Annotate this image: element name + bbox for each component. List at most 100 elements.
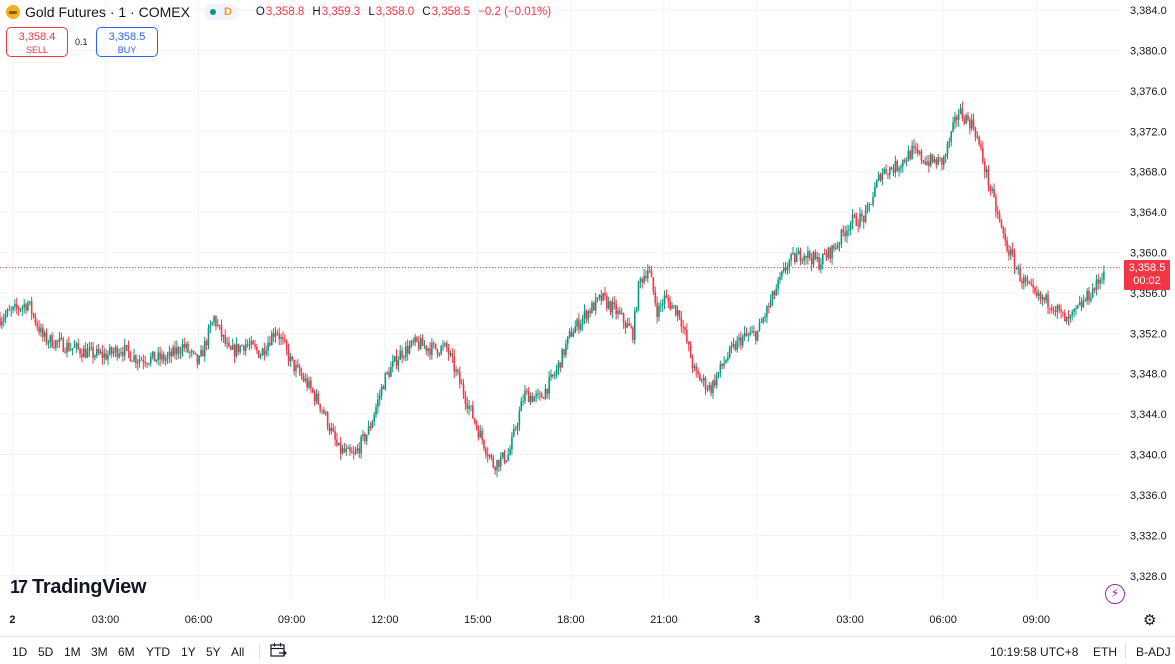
candle-body xyxy=(434,343,437,349)
candle-body xyxy=(970,119,973,129)
candle-body xyxy=(676,310,679,316)
adjustment-toggle[interactable]: B-ADJ xyxy=(1136,645,1171,659)
candle-body xyxy=(604,292,606,296)
range-3m[interactable]: 3M xyxy=(91,645,108,659)
range-ytd[interactable]: YTD xyxy=(146,645,170,659)
x-tick-label: 09:00 xyxy=(1022,614,1050,626)
candle-body xyxy=(935,159,938,165)
candle-body xyxy=(775,288,778,296)
candle-body xyxy=(200,350,202,357)
candle-body xyxy=(1063,312,1066,322)
candle-body xyxy=(1023,277,1025,284)
candle-body xyxy=(265,350,267,355)
session-toggle[interactable]: ETH xyxy=(1093,645,1117,659)
candle-body xyxy=(176,347,178,355)
candle-body xyxy=(211,322,214,326)
candle-body xyxy=(341,448,344,454)
candle-body xyxy=(161,354,163,360)
candle-body xyxy=(658,306,660,317)
gear-icon[interactable]: ⚙ xyxy=(1143,612,1157,629)
candle-body xyxy=(1056,305,1059,312)
candle-body xyxy=(460,383,463,385)
candle-body xyxy=(455,369,457,372)
candle-body xyxy=(114,347,117,352)
candle-body xyxy=(209,325,212,329)
candle-body xyxy=(555,369,558,376)
x-tick-label: 12:00 xyxy=(371,614,399,626)
candle-body xyxy=(1099,279,1101,284)
candle-body xyxy=(915,147,917,150)
candle-body xyxy=(179,353,182,354)
candle-body xyxy=(205,341,208,346)
candle-body xyxy=(1075,308,1077,309)
tradingview-logo[interactable]: 17 TradingView xyxy=(10,576,146,599)
candle-body xyxy=(94,355,96,358)
candle-body xyxy=(823,253,826,255)
candle-body xyxy=(138,359,141,363)
candle-body xyxy=(1013,254,1016,270)
range-1d[interactable]: 1D xyxy=(12,645,28,659)
close-value: 3,358.5 xyxy=(431,6,470,18)
range-1y[interactable]: 1Y xyxy=(181,645,196,659)
candle-body xyxy=(537,393,539,395)
candle-body xyxy=(1069,314,1072,319)
candle-body xyxy=(354,450,357,454)
candle-body xyxy=(304,378,307,381)
candle-body xyxy=(805,255,807,258)
candle-body xyxy=(689,344,692,359)
range-5d[interactable]: 5D xyxy=(38,645,54,659)
market-status[interactable]: D xyxy=(203,4,238,20)
candle-body xyxy=(280,337,282,339)
candle-body xyxy=(222,335,225,337)
candle-body xyxy=(607,301,610,309)
candle-body xyxy=(835,248,837,250)
candle-body xyxy=(32,313,35,316)
candle-body xyxy=(671,305,673,309)
candle-body xyxy=(243,345,245,351)
range-5y[interactable]: 5Y xyxy=(206,645,221,659)
candle-body xyxy=(23,304,25,308)
candle-body xyxy=(531,395,534,402)
candle-body xyxy=(617,310,619,315)
candle-body xyxy=(488,455,491,457)
high-value: 3,359.3 xyxy=(321,6,361,18)
buy-button[interactable]: 3,358.5 BUY xyxy=(96,27,158,57)
candle-body xyxy=(244,344,247,351)
candle-body xyxy=(942,156,945,165)
candle-body xyxy=(97,348,100,353)
candle-body xyxy=(972,119,975,129)
clock[interactable]: 10:19:58 UTC+8 xyxy=(990,645,1079,659)
range-1m[interactable]: 1M xyxy=(64,645,81,659)
candle-body xyxy=(859,213,861,227)
lightning-icon[interactable]: ⚡ xyxy=(1105,584,1125,604)
high-label: H xyxy=(312,6,321,18)
candlestick-chart[interactable]: 3,328.0 3,332.0 3,336.0 3,340.0 3,344.0 3,348… xyxy=(0,0,1175,636)
sell-button[interactable]: 3,358.4 SELL xyxy=(6,27,68,57)
symbol-title[interactable]: Gold Futures · 1 · COMEX xyxy=(25,4,190,20)
candle-body xyxy=(524,390,526,402)
candle-body xyxy=(963,118,966,124)
candle-body xyxy=(285,341,288,350)
candle-body xyxy=(855,215,858,226)
range-all[interactable]: All xyxy=(231,645,245,659)
range-6m[interactable]: 6M xyxy=(118,645,135,659)
candle-body xyxy=(1073,308,1075,312)
candle-body xyxy=(228,342,230,347)
candle-body xyxy=(1011,249,1014,255)
candle-body xyxy=(34,315,37,324)
candle-body xyxy=(75,343,78,347)
candle-body xyxy=(511,436,513,450)
x-tick-label: 03:00 xyxy=(92,614,120,626)
candle-body xyxy=(395,356,398,367)
candle-body xyxy=(135,355,137,364)
candle-body xyxy=(300,373,303,377)
candle-body xyxy=(579,323,582,330)
candle-body xyxy=(585,311,588,320)
candle-body xyxy=(278,333,281,339)
candle-body xyxy=(693,366,696,368)
candle-body xyxy=(874,187,876,197)
candle-body xyxy=(12,306,14,310)
candle-body xyxy=(928,161,930,167)
calendar-goto-icon[interactable] xyxy=(270,642,287,658)
candle-body xyxy=(598,295,601,298)
